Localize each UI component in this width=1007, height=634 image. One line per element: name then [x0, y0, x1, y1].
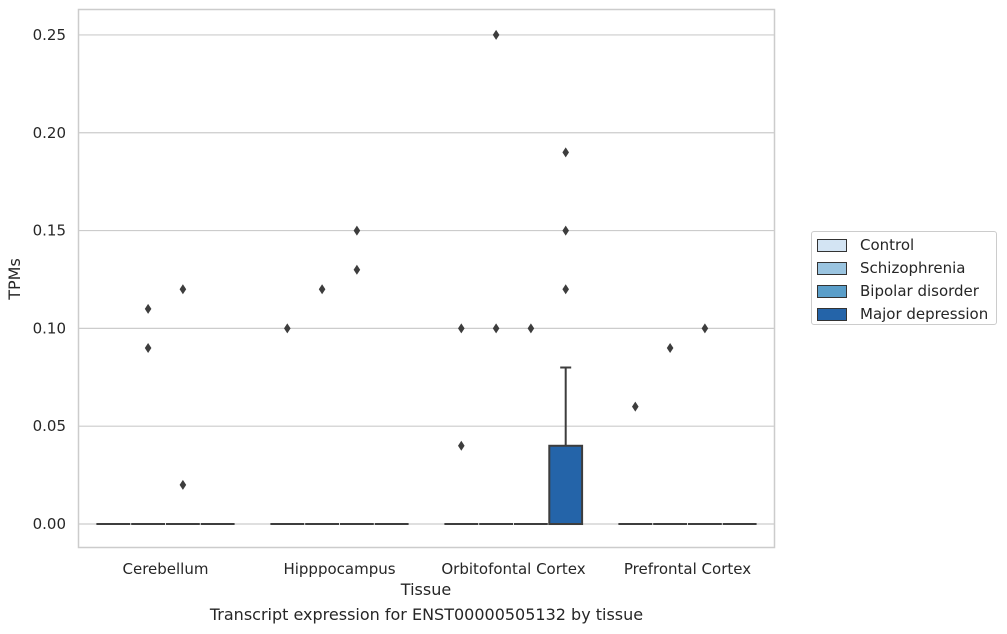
outlier-point — [144, 342, 152, 353]
y-tick-label: 0.20 — [33, 124, 66, 142]
legend-label-schizophrenia: Schizophrenia — [860, 259, 966, 277]
x-tick-label: Orbitofontal Cortex — [441, 560, 585, 578]
legend-item-schizophrenia: Schizophrenia — [817, 258, 965, 278]
legend-swatch-bipolar — [817, 284, 847, 298]
outlier-point — [562, 284, 569, 295]
outlier-point — [179, 479, 187, 490]
y-tick-labels: 0.00 0.05 0.10 0.15 0.20 0.25 — [33, 26, 66, 533]
legend-item-bipolar: Bipolar disorder — [817, 281, 979, 301]
x-axis-title: Tissue — [400, 580, 451, 599]
y-tick-label: 0.10 — [33, 319, 66, 337]
y-tick-label: 0.00 — [33, 515, 66, 533]
outlier-point — [632, 401, 639, 412]
outlier-point — [562, 147, 569, 158]
x-tick-labels: Cerebellum Hipppocampus Orbitofontal Corte… — [123, 560, 752, 578]
y-tick-label: 0.25 — [33, 26, 66, 44]
outlier-point — [666, 342, 674, 353]
legend-item-control: Control — [817, 235, 914, 255]
outlier-point — [527, 323, 535, 334]
chart-caption: Transcript expression for ENST0000050513… — [209, 605, 644, 624]
y-tick-label: 0.15 — [33, 222, 66, 240]
y-tick-label: 0.05 — [33, 417, 66, 435]
legend-item-major-depression: Major depression — [817, 304, 988, 324]
box — [548, 444, 584, 526]
plot-area-frame — [77, 8, 776, 549]
outlier-point — [179, 284, 187, 295]
outlier-point — [492, 323, 500, 334]
outlier-point — [284, 323, 291, 334]
gridlines — [78, 34, 775, 525]
box-plots — [96, 29, 757, 526]
outlier-point — [144, 303, 152, 314]
legend-label-control: Control — [860, 236, 915, 254]
legend-swatch-major-depression — [817, 307, 847, 321]
outlier-point — [458, 440, 465, 451]
x-tick-label: Hipppocampus — [283, 560, 395, 578]
legend-label-bipolar: Bipolar disorder — [860, 282, 979, 300]
legend-swatch-control — [817, 238, 847, 252]
outlier-point — [353, 225, 361, 236]
outlier-point — [701, 323, 709, 334]
y-axis-title: TPMs — [5, 258, 24, 301]
outlier-point — [318, 284, 326, 295]
outlier-point — [562, 225, 569, 236]
x-tick-label: Cerebellum — [123, 560, 209, 578]
outlier-point — [492, 29, 500, 40]
legend: Control Schizophrenia Bipolar disorder M… — [811, 231, 997, 325]
outlier-point — [458, 323, 465, 334]
legend-label-major-depression: Major depression — [860, 305, 989, 323]
x-tick-label: Prefrontal Cortex — [624, 560, 751, 578]
outlier-point — [353, 264, 361, 275]
legend-swatch-schizophrenia — [817, 261, 847, 275]
